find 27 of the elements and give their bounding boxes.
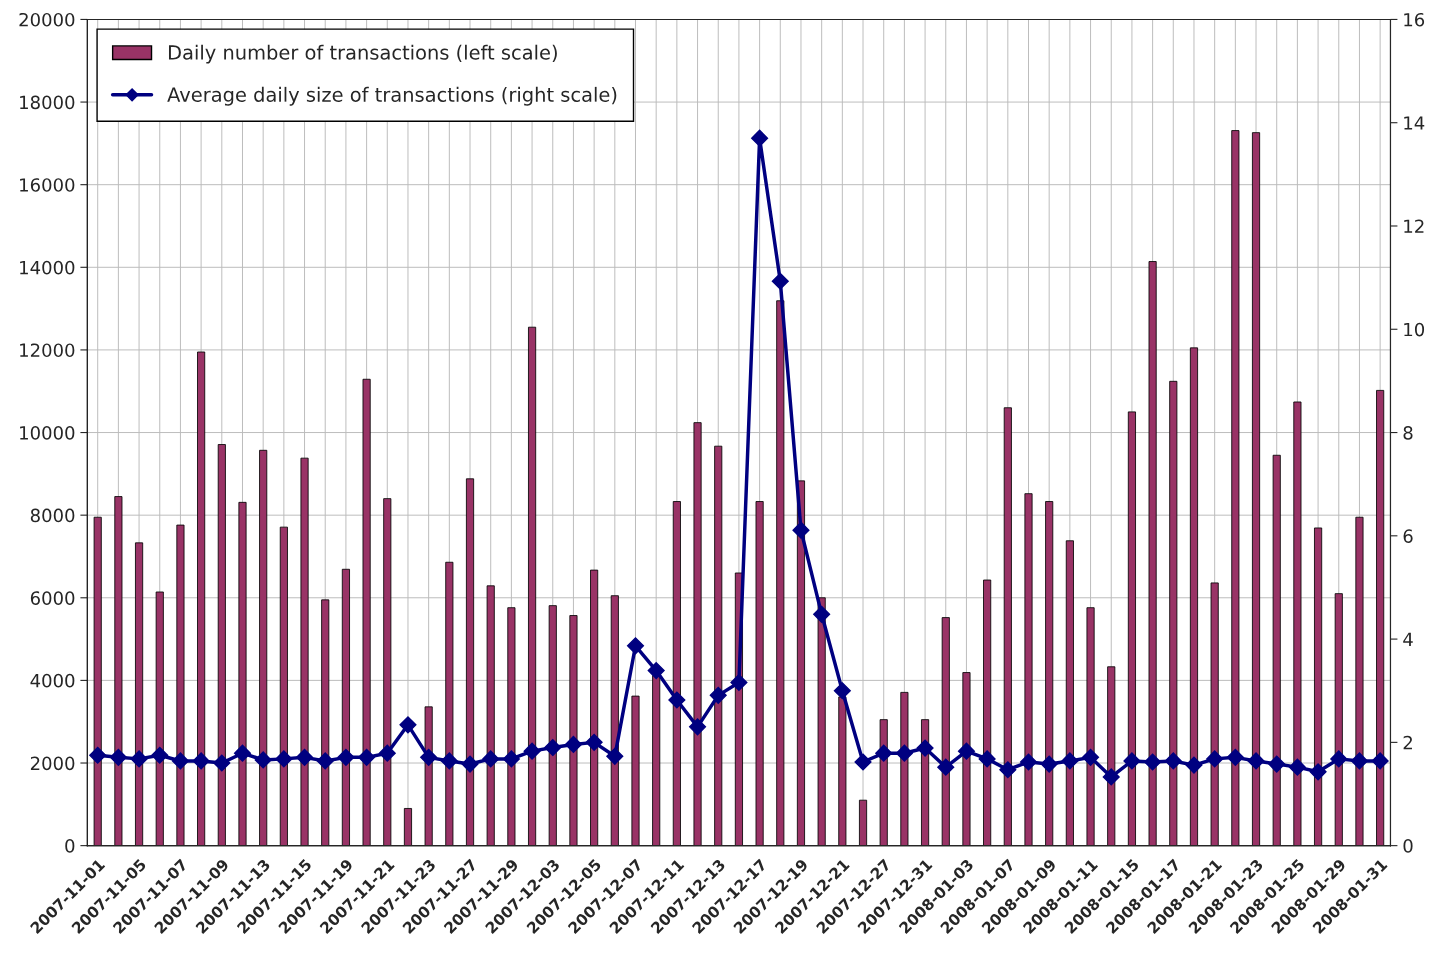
y-tick-label: 18000 [20,95,75,110]
y-tick-label: 14000 [20,260,75,275]
y2-tick-label: 0 [1403,839,1413,853]
y-tick-label: 12000 [20,343,75,358]
y-tick-label: 0 [65,839,75,853]
y-tick-label: 6000 [30,591,75,605]
y2-tick-label: 8 [1403,426,1413,440]
y-tick-label: 10000 [20,426,75,440]
y2-tick-label: 14 [1404,116,1425,130]
y2-tick-label: 12 [1404,219,1424,233]
legend-label: Average daily size of transactions (right scale) [167,86,617,106]
y-tick-label: 16000 [20,178,75,192]
y-tick-label: 2000 [30,756,75,771]
y-tick-label: 4000 [30,673,75,688]
bar [858,799,868,846]
bar [755,501,764,846]
y2-tick-label: 4 [1403,632,1413,646]
bar [631,695,640,846]
y2-tick-label: 6 [1403,529,1413,543]
y-tick-label: 8000 [30,508,75,523]
y2-tick-label: 2 [1403,735,1412,750]
legend-label: Daily number of transactions (left scale) [168,44,557,64]
y2-tick-label: 10 [1404,322,1425,337]
bar [403,808,413,846]
bar [776,300,785,846]
y2-tick-label: 16 [1404,12,1425,27]
y-tick-label: 20000 [19,12,75,27]
